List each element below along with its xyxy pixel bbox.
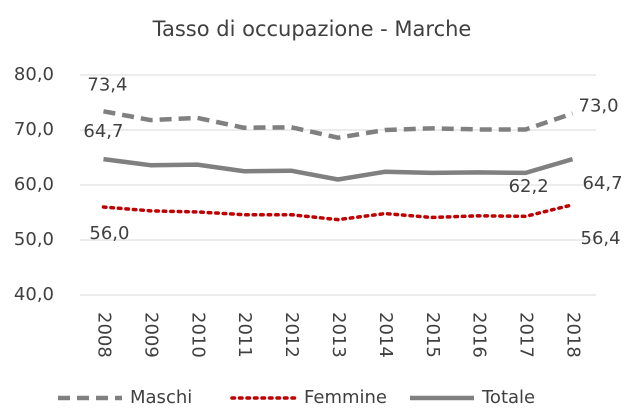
- x-tick-label: 2015: [422, 312, 443, 358]
- x-tick-label: 2009: [140, 312, 161, 358]
- y-tick-label: 60,0: [14, 174, 54, 195]
- line-series: [103, 109, 574, 140]
- x-tick-label: 2018: [563, 312, 584, 358]
- data-label: 62,2: [509, 176, 549, 197]
- x-tick-label: 2008: [93, 312, 114, 358]
- y-tick-label: 70,0: [14, 119, 54, 140]
- line-series: [101, 203, 575, 222]
- line-series: [103, 156, 574, 182]
- data-label: 56,0: [89, 223, 129, 244]
- data-label: 64,7: [583, 173, 623, 194]
- x-tick-label: 2013: [328, 312, 349, 358]
- data-label: 73,0: [579, 96, 619, 117]
- x-tick-label: 2017: [516, 312, 537, 358]
- y-tick-label: 40,0: [14, 284, 54, 305]
- data-label: 64,7: [83, 121, 123, 142]
- legend-label: Maschi: [130, 387, 192, 408]
- x-tick-label: 2014: [375, 312, 396, 358]
- data-label: 73,4: [87, 74, 127, 95]
- x-tick-label: 2010: [187, 312, 208, 358]
- legend-label: Totale: [481, 387, 535, 408]
- x-tick-label: 2016: [469, 312, 490, 358]
- chart-title: Tasso di occupazione - Marche: [152, 17, 472, 41]
- legend-label: Femmine: [304, 387, 387, 408]
- x-tick-label: 2011: [234, 312, 255, 358]
- y-tick-label: 80,0: [14, 64, 54, 85]
- data-label: 56,4: [581, 228, 621, 249]
- x-tick-label: 2012: [281, 312, 302, 358]
- y-tick-label: 50,0: [14, 229, 54, 250]
